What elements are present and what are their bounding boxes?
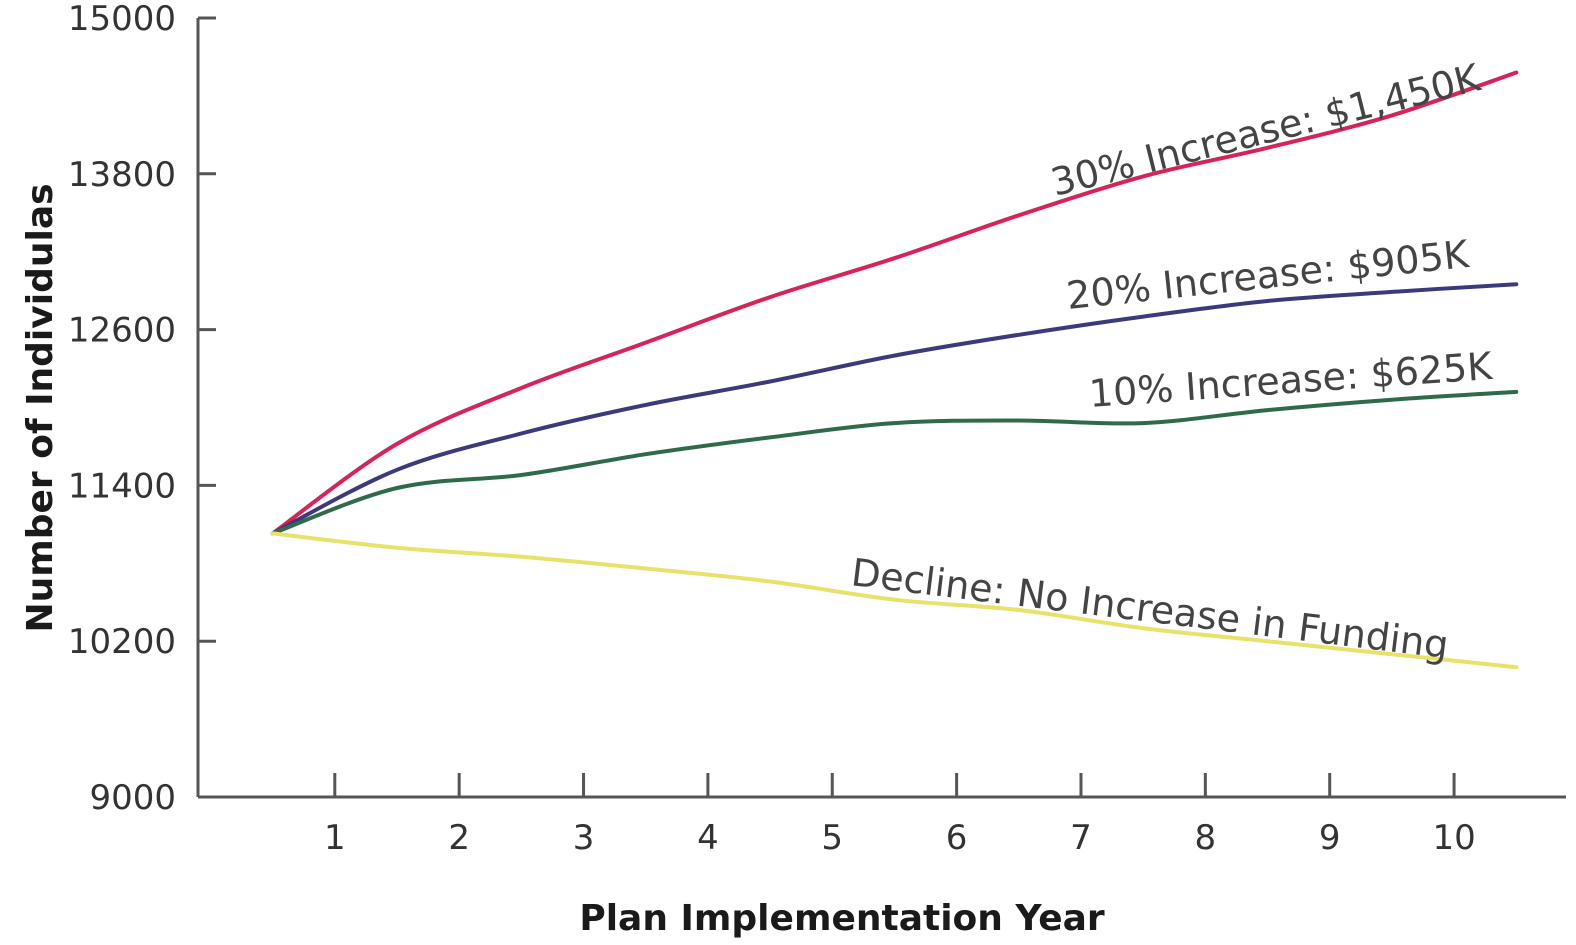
y-tick-label-11400: 11400: [68, 466, 176, 506]
series-line-10pct: [270, 389, 1519, 536]
series-label-30pct: 30% Increase: $1,450K: [1047, 55, 1486, 204]
x-tick-label-10: 10: [1432, 818, 1475, 858]
y-ticks: 9000 10200 11400 12600 13800 15000: [68, 0, 216, 818]
y-axis-title: Number of Individulas: [20, 183, 61, 632]
y-tick-label-13800: 13800: [68, 155, 176, 195]
series-line-20pct: [270, 282, 1519, 536]
series-line-30pct: [270, 70, 1519, 536]
series-label-decline: Decline: No Increase in Funding: [849, 550, 1451, 667]
x-axis-title: Plan Implementation Year: [579, 898, 1105, 939]
x-tick-label-7: 7: [1070, 818, 1092, 858]
y-tick-label-9000: 9000: [89, 778, 176, 818]
x-tick-label-9: 9: [1319, 818, 1341, 858]
x-ticks: 1 2 3 4 5 6 7 8 9 10: [324, 773, 1476, 858]
x-tick-label-5: 5: [821, 818, 843, 858]
axes: [196, 18, 1566, 799]
y-tick-label-12600: 12600: [68, 311, 176, 351]
series-label-20pct: 20% Increase: $905K: [1064, 232, 1471, 318]
series-lines: [270, 70, 1519, 670]
x-tick-label-4: 4: [697, 818, 719, 858]
series-label-10pct: 10% Increase: $625K: [1088, 344, 1495, 416]
x-tick-label-1: 1: [324, 818, 346, 858]
y-tick-label-15000: 15000: [68, 0, 176, 39]
series-line-decline: [270, 531, 1519, 670]
series-labels: 30% Increase: $1,450K 20% Increase: $905…: [849, 55, 1495, 667]
x-tick-label-8: 8: [1195, 818, 1217, 858]
y-tick-label-10200: 10200: [68, 622, 176, 662]
x-tick-label-6: 6: [946, 818, 968, 858]
x-tick-label-2: 2: [448, 818, 470, 858]
x-tick-label-3: 3: [573, 818, 595, 858]
